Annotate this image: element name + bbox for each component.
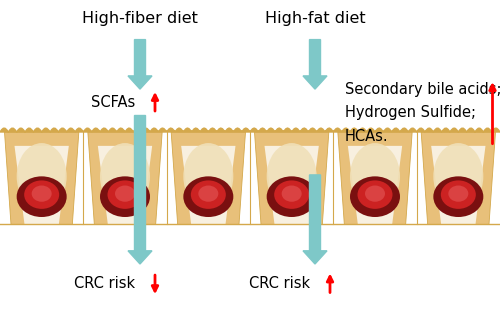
Ellipse shape <box>24 181 59 209</box>
Polygon shape <box>431 146 486 224</box>
Ellipse shape <box>16 176 66 217</box>
Ellipse shape <box>266 176 316 217</box>
Ellipse shape <box>358 181 392 209</box>
Ellipse shape <box>100 143 150 210</box>
Text: SCFAs: SCFAs <box>91 95 135 110</box>
Ellipse shape <box>32 185 52 202</box>
FancyArrow shape <box>128 115 152 264</box>
Ellipse shape <box>434 143 484 210</box>
Ellipse shape <box>274 181 309 209</box>
Ellipse shape <box>16 143 66 210</box>
Polygon shape <box>181 146 236 224</box>
Ellipse shape <box>282 185 302 202</box>
Text: HCAs.: HCAs. <box>345 129 389 144</box>
Ellipse shape <box>365 185 385 202</box>
Ellipse shape <box>191 181 226 209</box>
Ellipse shape <box>198 185 218 202</box>
Polygon shape <box>4 132 79 224</box>
Ellipse shape <box>448 185 468 202</box>
Ellipse shape <box>184 143 234 210</box>
Polygon shape <box>98 146 152 224</box>
Text: CRC risk: CRC risk <box>249 276 310 291</box>
Ellipse shape <box>184 176 234 217</box>
Ellipse shape <box>434 176 484 217</box>
Text: High-fiber diet: High-fiber diet <box>82 12 198 26</box>
Ellipse shape <box>100 176 150 217</box>
FancyArrow shape <box>303 40 327 89</box>
Polygon shape <box>264 146 319 224</box>
Polygon shape <box>254 132 329 224</box>
Text: High-fat diet: High-fat diet <box>264 12 366 26</box>
Ellipse shape <box>108 181 142 209</box>
Polygon shape <box>171 132 246 224</box>
Polygon shape <box>88 132 162 224</box>
Polygon shape <box>348 146 402 224</box>
Ellipse shape <box>115 185 135 202</box>
Ellipse shape <box>441 181 476 209</box>
Polygon shape <box>14 146 69 224</box>
FancyArrow shape <box>128 40 152 89</box>
Polygon shape <box>338 132 412 224</box>
Text: Hydrogen Sulfide;: Hydrogen Sulfide; <box>345 105 476 120</box>
FancyArrow shape <box>303 175 327 264</box>
Ellipse shape <box>350 176 400 217</box>
Text: Secondary bile acids;: Secondary bile acids; <box>345 82 500 97</box>
Ellipse shape <box>266 143 316 210</box>
Text: CRC risk: CRC risk <box>74 276 135 291</box>
Ellipse shape <box>350 143 400 210</box>
Polygon shape <box>421 132 496 224</box>
